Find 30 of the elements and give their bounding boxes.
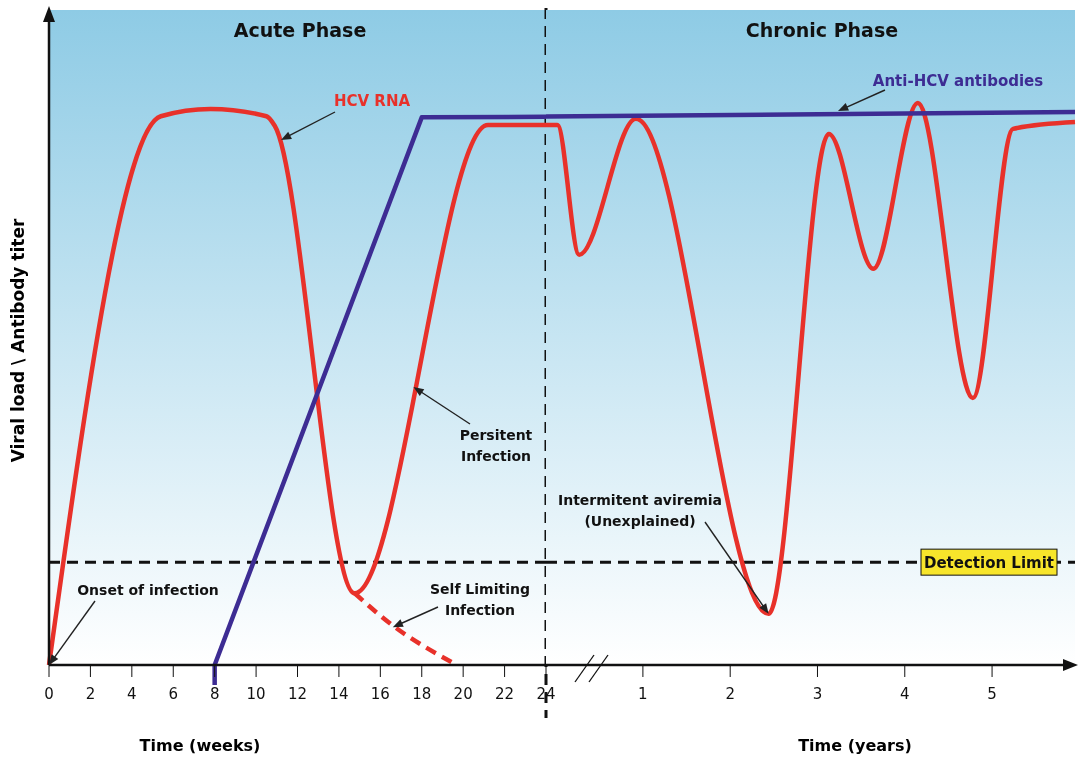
y-axis-title: Viral load \ Antibody titer [8,218,28,463]
text: HCV RNA [333,92,411,110]
x-tick-label: 24 [536,685,556,703]
annotation: Intermitent aviremia (Unexplained) [558,492,722,529]
x-tick-label: 0 [44,685,54,703]
x-tick-label: 14 [329,685,349,703]
x-tick-label: 1 [638,685,648,703]
x-tick-label: 16 [370,685,390,703]
x-tick-label: 20 [453,685,473,703]
x-tick-label: 18 [412,685,432,703]
x-tick-label: 22 [495,685,515,703]
x-tick-label: 2 [85,685,96,703]
x-tick-label: 4 [900,685,910,703]
x-tick-label: 5 [987,685,997,703]
x-tick-label: 2 [725,685,735,703]
x-tick-label: 10 [246,685,266,703]
x-tick-label: 6 [168,685,179,703]
text: Acute Phase [233,19,367,41]
annotation: Onset of infection [77,582,219,598]
text: Chronic Phase [745,19,899,41]
annotation: Persitent Infection [459,427,533,464]
x-tick-label: 12 [287,685,308,703]
ref-line-label: Detection Limit [923,554,1055,573]
series-label: Anti-HCV antibodies [872,72,1044,90]
x-tick-label: 3 [812,685,823,703]
x-tick-label: 4 [127,685,137,703]
x-axis-title: Time (years) [798,736,912,755]
annotation: Self Limiting Infection [430,581,530,618]
x-tick-label: 8 [209,685,220,703]
x-axis-title: Time (weeks) [139,736,261,755]
